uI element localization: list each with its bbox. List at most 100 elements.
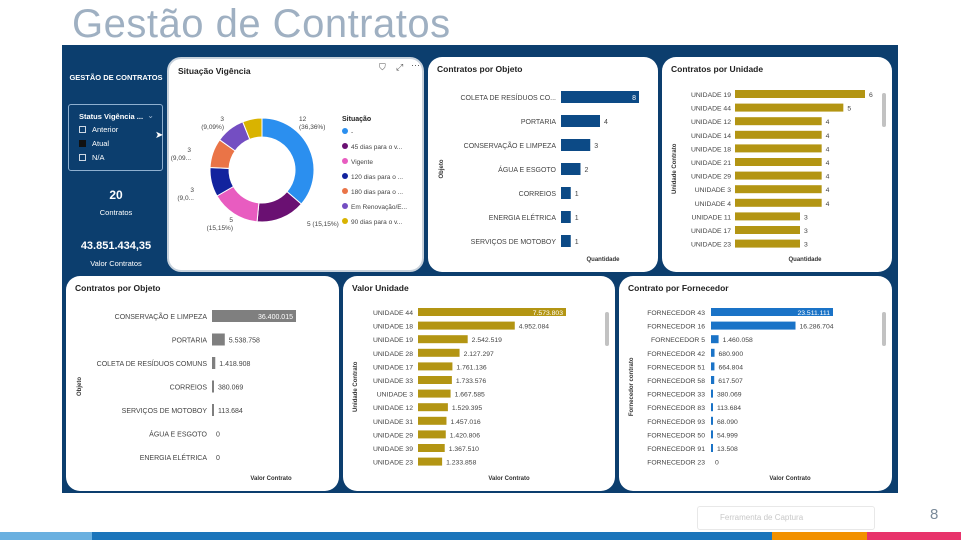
bar[interactable] bbox=[212, 380, 214, 393]
bar[interactable] bbox=[418, 348, 460, 357]
category-label: FORNECEDOR 23 bbox=[647, 460, 705, 467]
filter-icon[interactable]: ⛉ bbox=[379, 62, 386, 72]
bar[interactable] bbox=[735, 130, 822, 139]
bar[interactable] bbox=[561, 91, 639, 103]
bar[interactable] bbox=[735, 198, 822, 207]
bar[interactable] bbox=[418, 308, 566, 316]
bar[interactable] bbox=[711, 335, 719, 344]
bar[interactable] bbox=[735, 103, 844, 112]
situacao-vigencia-card[interactable]: Situação Vigência ⛉ ⤢ ⋯ 12 (36,36%) 5 (15,… bbox=[167, 57, 424, 272]
bar-chart: Fornecedor contrato FORNECEDOR 43 23.511.1… bbox=[629, 308, 886, 482]
focus-mode-icon[interactable]: ⤢ bbox=[396, 62, 404, 72]
slicer-option-na[interactable]: N/A bbox=[79, 152, 105, 162]
category-label: PORTARIA bbox=[521, 119, 556, 126]
bar[interactable] bbox=[212, 404, 214, 416]
category-label: UNIDADE 19 bbox=[691, 92, 731, 99]
data-label: (36,36%) bbox=[299, 124, 325, 131]
bar[interactable] bbox=[711, 321, 796, 330]
category-label: ENERGIA ELÉTRICA bbox=[140, 453, 208, 462]
data-label: 23.511.111 bbox=[797, 310, 830, 317]
bar[interactable] bbox=[735, 226, 800, 234]
contratos-por-objeto-valor-card[interactable]: Contratos por Objeto Objeto CONSERVAÇÃO E… bbox=[66, 276, 339, 491]
bar[interactable] bbox=[711, 430, 713, 439]
category-label: ENERGIA ELÉTRICA bbox=[489, 213, 557, 222]
category-label: UNIDADE 44 bbox=[373, 310, 413, 317]
bar[interactable] bbox=[418, 403, 448, 412]
bar[interactable] bbox=[418, 376, 452, 384]
bar[interactable] bbox=[561, 163, 581, 175]
x-axis-label: Quantidade bbox=[788, 257, 822, 263]
contratos-por-unidade-card[interactable]: Contratos por Unidade Unidade Contrato UN… bbox=[662, 57, 892, 272]
category-label: UNIDADE 44 bbox=[691, 106, 731, 113]
contratos-por-objeto-qtd-card[interactable]: Contratos por Objeto Objeto COLETA DE RES… bbox=[428, 57, 658, 272]
bar[interactable] bbox=[711, 403, 713, 412]
bar[interactable] bbox=[735, 171, 822, 180]
bar[interactable] bbox=[561, 139, 591, 151]
bar[interactable] bbox=[212, 310, 296, 322]
donut-slice[interactable] bbox=[242, 117, 263, 141]
scrollbar[interactable] bbox=[605, 312, 609, 346]
bar[interactable] bbox=[711, 376, 715, 384]
bar[interactable] bbox=[711, 416, 713, 425]
bar[interactable] bbox=[418, 430, 446, 439]
bar[interactable] bbox=[418, 362, 453, 371]
bar[interactable] bbox=[711, 308, 833, 316]
contrato-por-fornecedor-card[interactable]: Contrato por Fornecedor Fornecedor contr… bbox=[619, 276, 892, 491]
bar[interactable] bbox=[711, 362, 715, 371]
data-label: (9,09... bbox=[171, 155, 191, 162]
legend-label: 180 dias para o ... bbox=[351, 189, 403, 196]
category-label: UNIDADE 39 bbox=[373, 446, 413, 453]
bar[interactable] bbox=[418, 335, 468, 344]
bar[interactable] bbox=[418, 444, 445, 452]
slicer-option-anterior[interactable]: Anterior bbox=[79, 124, 118, 134]
bar[interactable] bbox=[735, 90, 865, 98]
status-vigencia-slicer[interactable]: Status Vigência ... ⌄ Anterior Atual N/A bbox=[68, 104, 163, 171]
data-label: 113.684 bbox=[717, 405, 741, 412]
category-label: UNIDADE 3 bbox=[695, 187, 731, 194]
data-label: 380.069 bbox=[717, 392, 742, 399]
data-label: 664.804 bbox=[718, 364, 743, 371]
data-label: 8 bbox=[632, 95, 636, 102]
valor-unidade-card[interactable]: Valor Unidade Unidade Contrato UNIDADE 44… bbox=[343, 276, 615, 491]
category-label: UNIDADE 18 bbox=[691, 146, 731, 153]
bar[interactable] bbox=[418, 389, 451, 398]
category-label: CONSERVAÇÃO E LIMPEZA bbox=[115, 312, 208, 321]
data-label: 1.761.136 bbox=[456, 364, 486, 371]
bar[interactable] bbox=[735, 239, 800, 248]
bar[interactable] bbox=[418, 321, 515, 330]
bar[interactable] bbox=[561, 211, 571, 223]
checkbox[interactable] bbox=[79, 125, 86, 133]
bar[interactable] bbox=[418, 416, 447, 425]
checkbox[interactable] bbox=[79, 139, 86, 147]
data-label: 1.667.585 bbox=[455, 392, 485, 399]
scrollbar[interactable] bbox=[882, 312, 886, 346]
bar[interactable] bbox=[711, 389, 713, 398]
bar[interactable] bbox=[561, 235, 571, 247]
bar[interactable] bbox=[735, 158, 822, 166]
bar-chart: Objeto COLETA DE RESÍDUOS CO... 8 PORTARIA 4… bbox=[439, 91, 639, 263]
data-label: 2 bbox=[585, 167, 589, 174]
data-label: 3 bbox=[804, 228, 808, 235]
bar[interactable] bbox=[711, 444, 713, 452]
bar[interactable] bbox=[735, 144, 822, 153]
kpi-valor-label: Valor Contratos bbox=[90, 259, 142, 268]
bar[interactable] bbox=[735, 185, 822, 194]
bar[interactable] bbox=[561, 115, 600, 127]
bar[interactable] bbox=[735, 117, 822, 126]
bar[interactable] bbox=[735, 212, 800, 221]
data-label: 68.090 bbox=[717, 419, 738, 426]
more-options-icon[interactable]: ⋯ bbox=[411, 60, 420, 70]
bar[interactable] bbox=[561, 187, 571, 199]
data-label: 4 bbox=[826, 133, 830, 140]
bar[interactable] bbox=[212, 357, 216, 369]
data-label: 1.367.510 bbox=[449, 446, 479, 453]
bar[interactable] bbox=[711, 348, 715, 357]
checkbox[interactable] bbox=[79, 153, 86, 161]
bar[interactable] bbox=[418, 457, 443, 466]
scrollbar[interactable] bbox=[882, 93, 886, 127]
chevron-down-icon[interactable]: ⌄ bbox=[147, 111, 154, 120]
slicer-option-atual[interactable]: Atual bbox=[79, 138, 109, 148]
bar[interactable] bbox=[212, 333, 225, 346]
sidebar-title: GESTÃO DE CONTRATOS bbox=[69, 73, 163, 82]
x-axis-label: Valor Contrato bbox=[769, 476, 811, 482]
